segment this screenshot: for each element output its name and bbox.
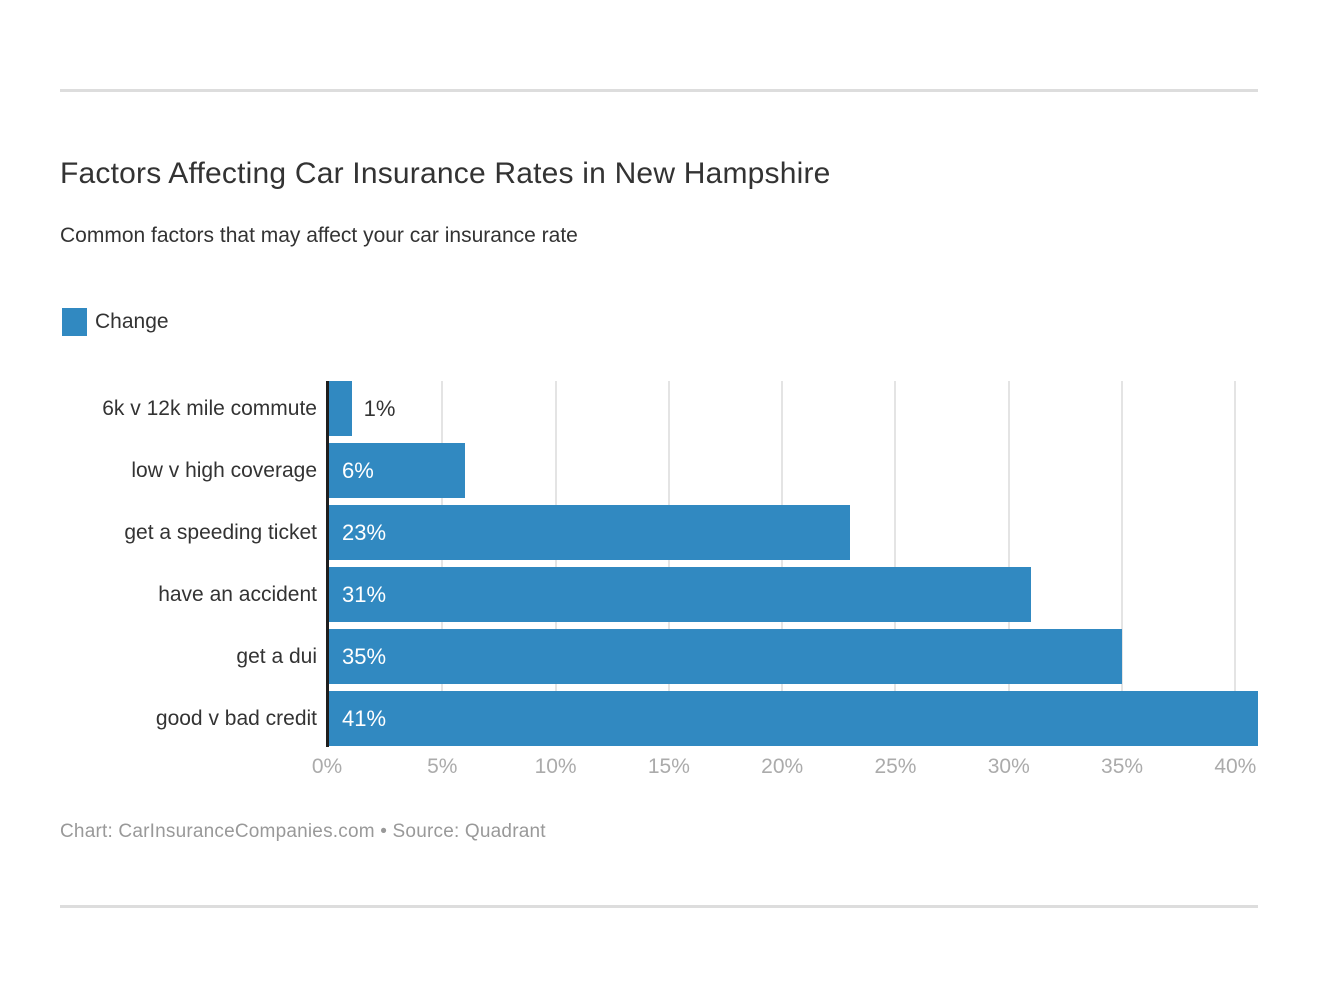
gridline (1121, 381, 1124, 746)
chart-subtitle: Common factors that may affect your car … (60, 224, 578, 247)
chart-attribution: Chart: CarInsuranceCompanies.com • Sourc… (60, 821, 546, 842)
x-tick-label: 40% (1214, 755, 1257, 778)
top-divider (60, 89, 1258, 92)
bar: 35% (329, 629, 1123, 684)
category-label: good v bad credit (155, 706, 317, 730)
gridline (441, 381, 444, 746)
gridline (1007, 381, 1010, 746)
chart-row: good v bad credit 41% (60, 691, 1258, 746)
gridline (781, 381, 784, 746)
x-tick-label: 25% (874, 755, 917, 778)
bar-value-label: 1% (363, 395, 396, 421)
chart-row: 6k v 12k mile commute 1% (60, 381, 1258, 436)
bar-value-label: 23% (342, 519, 387, 545)
category-label: 6k v 12k mile commute (102, 396, 317, 420)
category-label: have an accident (158, 582, 317, 606)
legend-label: Change (95, 310, 169, 333)
gridline (1234, 381, 1237, 746)
bar-value-label: 31% (342, 581, 387, 607)
legend-swatch (62, 308, 87, 336)
x-tick-label: 15% (647, 755, 690, 778)
legend: Change (62, 308, 169, 336)
chart-title: Factors Affecting Car Insurance Rates in… (60, 157, 831, 190)
x-tick-label: 20% (761, 755, 804, 778)
bar (329, 381, 352, 436)
y-axis-line (326, 381, 329, 747)
chart-row: have an accident 31% (60, 567, 1258, 622)
category-label: get a speeding ticket (124, 520, 317, 544)
chart-row: get a dui 35% (60, 629, 1258, 684)
x-tick-label: 5% (427, 755, 458, 778)
x-tick-label: 30% (987, 755, 1030, 778)
bar-value-label: 41% (342, 705, 387, 731)
bar: 31% (329, 567, 1032, 622)
x-tick-label: 35% (1101, 755, 1144, 778)
bar: 6% (329, 443, 465, 498)
category-label: get a dui (236, 644, 317, 668)
bar-value-label: 6% (342, 457, 374, 483)
bottom-divider (60, 905, 1258, 908)
bar: 23% (329, 505, 851, 560)
gridline (894, 381, 897, 746)
chart-rows: 6k v 12k mile commute 1% low v high covera… (60, 381, 1258, 753)
bar-value-label: 35% (342, 643, 387, 669)
gridline (554, 381, 557, 746)
x-tick-label: 10% (534, 755, 577, 778)
category-label: low v high coverage (131, 458, 317, 482)
chart-row: get a speeding ticket 23% (60, 505, 1258, 560)
gridline (667, 381, 670, 746)
chart-row: low v high coverage 6% (60, 443, 1258, 498)
bar: 41% (329, 691, 1258, 746)
bar-chart: 6k v 12k mile commute 1% low v high covera… (60, 381, 1258, 801)
x-tick-label: 0% (311, 755, 343, 778)
